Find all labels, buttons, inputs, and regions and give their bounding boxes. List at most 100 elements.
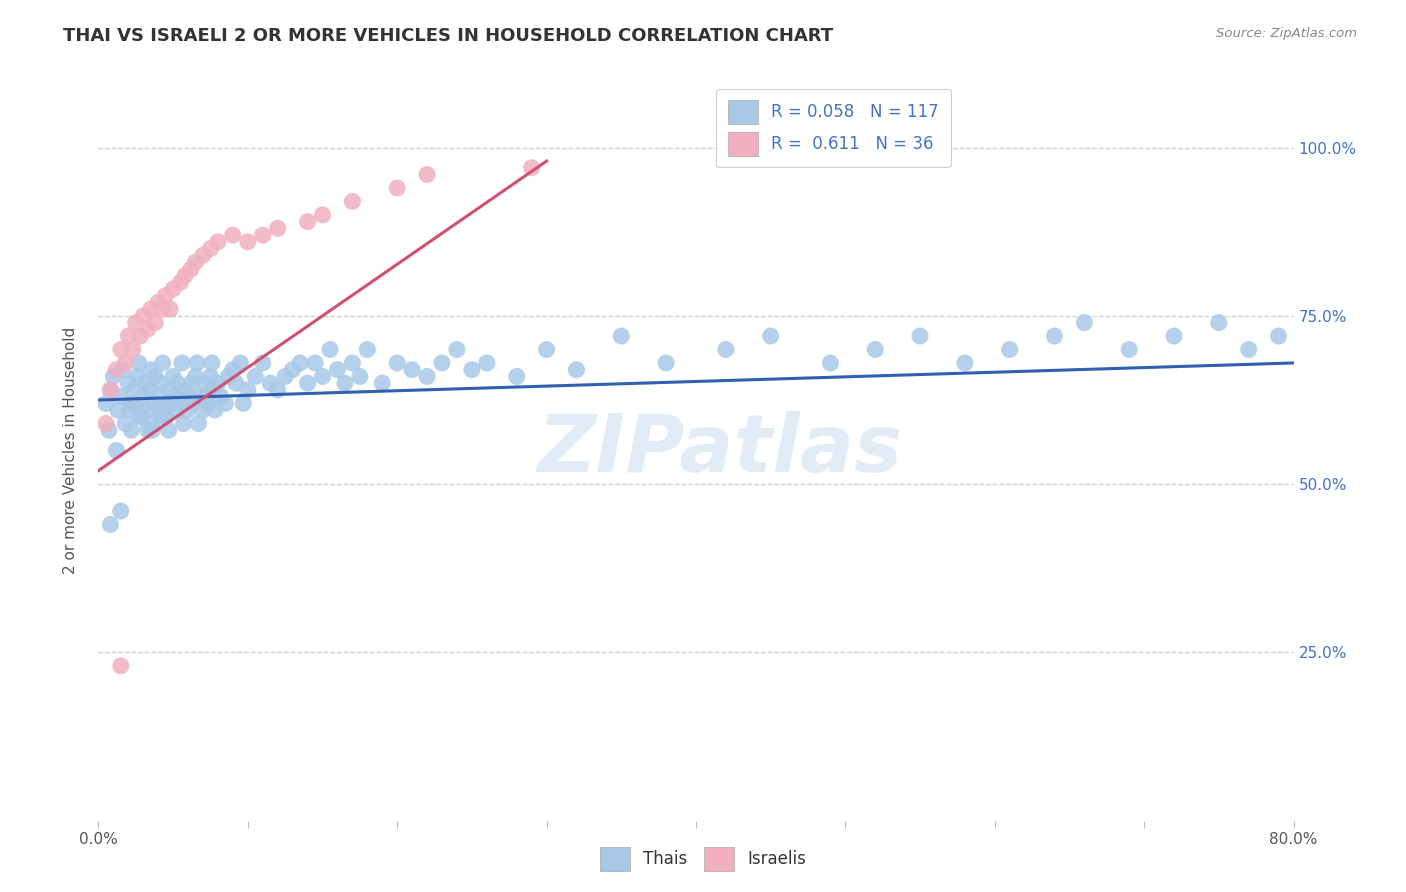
Point [222, 362, 245, 376]
Point [252, 356, 274, 370]
Point [129, 329, 152, 343]
Point [138, 383, 160, 397]
Point [98, 383, 122, 397]
Point [184, 255, 207, 269]
Point [105, 362, 128, 376]
Point [311, 369, 333, 384]
Point [163, 390, 186, 404]
Point [129, 409, 152, 424]
Point [179, 390, 201, 404]
Point [222, 228, 245, 243]
Point [297, 214, 319, 228]
Point [159, 302, 181, 317]
Point [128, 356, 150, 370]
Point [1267, 329, 1289, 343]
Point [908, 329, 931, 343]
Point [156, 396, 179, 410]
Point [131, 409, 153, 424]
Legend: Thais, Israelis: Thais, Israelis [592, 839, 814, 880]
Point [319, 343, 342, 357]
Point [1118, 343, 1140, 357]
Point [349, 369, 371, 384]
Point [120, 423, 142, 437]
Point [110, 658, 132, 673]
Point [141, 417, 163, 431]
Point [195, 390, 218, 404]
Point [157, 423, 180, 437]
Point [143, 369, 166, 384]
Point [121, 343, 143, 357]
Point [520, 161, 543, 175]
Point [232, 396, 254, 410]
Point [174, 383, 197, 397]
Point [953, 356, 976, 370]
Point [103, 369, 125, 384]
Point [204, 403, 226, 417]
Point [165, 403, 187, 417]
Point [142, 396, 165, 410]
Point [136, 423, 159, 437]
Point [385, 356, 409, 370]
Point [326, 362, 349, 376]
Point [117, 376, 139, 391]
Point [172, 356, 194, 370]
Point [152, 302, 174, 317]
Point [202, 383, 225, 397]
Point [385, 181, 409, 195]
Point [105, 443, 128, 458]
Point [125, 396, 148, 410]
Point [446, 343, 468, 357]
Point [177, 403, 200, 417]
Point [655, 356, 678, 370]
Point [207, 235, 229, 249]
Point [1208, 316, 1230, 330]
Point [110, 504, 132, 518]
Point [865, 343, 887, 357]
Point [191, 403, 214, 417]
Point [152, 356, 174, 370]
Point [139, 302, 162, 317]
Legend: R = 0.058   N = 117, R =  0.611   N = 36: R = 0.058 N = 117, R = 0.611 N = 36 [716, 88, 950, 168]
Point [173, 417, 195, 431]
Point [304, 356, 326, 370]
Point [536, 343, 558, 357]
Point [311, 208, 333, 222]
Point [114, 356, 136, 370]
Point [714, 343, 737, 357]
Point [252, 228, 274, 243]
Point [197, 396, 219, 410]
Point [166, 376, 188, 391]
Point [162, 396, 184, 410]
Point [159, 383, 181, 397]
Point [1073, 316, 1095, 330]
Point [998, 343, 1021, 357]
Point [136, 322, 159, 336]
Point [155, 409, 177, 424]
Point [401, 362, 423, 376]
Point [98, 517, 122, 532]
Point [214, 396, 236, 410]
Point [135, 403, 157, 417]
Point [148, 295, 170, 310]
Point [169, 275, 191, 289]
Point [134, 376, 156, 391]
Point [139, 362, 162, 376]
Point [209, 390, 232, 404]
Point [191, 248, 214, 262]
Point [120, 396, 142, 410]
Point [141, 423, 163, 437]
Point [229, 356, 252, 370]
Point [169, 396, 191, 410]
Point [416, 369, 439, 384]
Point [125, 316, 148, 330]
Point [148, 390, 170, 404]
Text: THAI VS ISRAELI 2 OR MORE VEHICLES IN HOUSEHOLD CORRELATION CHART: THAI VS ISRAELI 2 OR MORE VEHICLES IN HO… [63, 27, 834, 45]
Point [162, 282, 184, 296]
Y-axis label: 2 or more Vehicles in Household: 2 or more Vehicles in Household [63, 326, 77, 574]
Point [1237, 343, 1260, 357]
Point [187, 417, 209, 431]
Point [184, 369, 207, 384]
Point [236, 383, 259, 397]
Point [180, 376, 202, 391]
Point [149, 403, 172, 417]
